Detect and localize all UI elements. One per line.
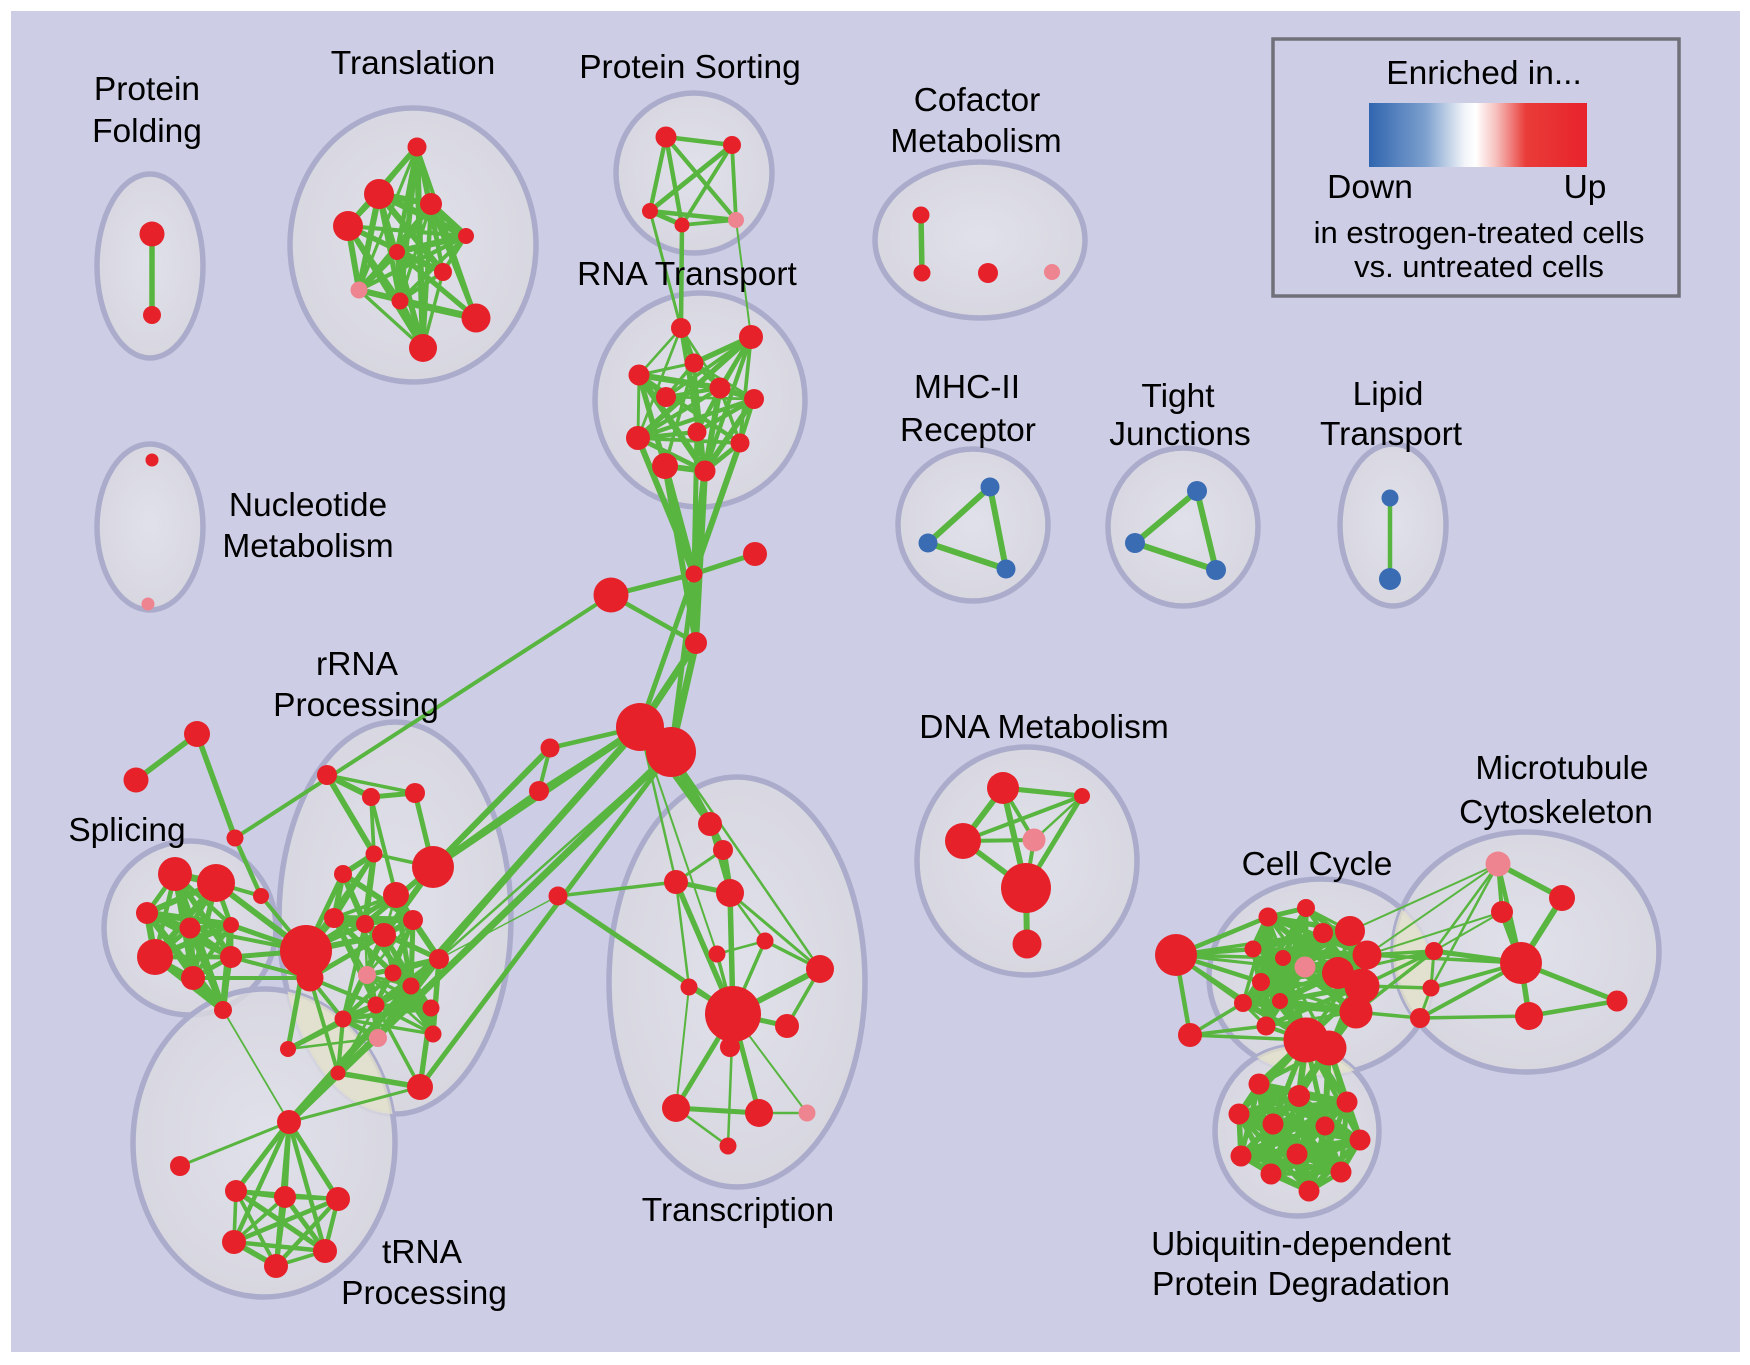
svg-text:Cofactor: Cofactor <box>914 82 1041 119</box>
svg-text:Transport: Transport <box>1320 416 1463 453</box>
svg-text:Enriched in...: Enriched in... <box>1386 55 1582 92</box>
svg-text:Protein: Protein <box>94 71 200 108</box>
svg-text:DNA Metabolism: DNA Metabolism <box>919 709 1168 746</box>
svg-text:Protein Degradation: Protein Degradation <box>1152 1266 1450 1303</box>
svg-text:Junctions: Junctions <box>1109 416 1251 453</box>
svg-text:Receptor: Receptor <box>900 412 1036 449</box>
svg-text:rRNA: rRNA <box>316 646 399 683</box>
svg-text:Processing: Processing <box>273 687 439 724</box>
svg-text:Splicing: Splicing <box>68 812 185 849</box>
svg-text:Microtubule: Microtubule <box>1475 750 1648 787</box>
svg-text:MHC-II: MHC-II <box>914 369 1020 406</box>
svg-text:Tight: Tight <box>1141 378 1215 415</box>
svg-text:Lipid: Lipid <box>1353 376 1424 413</box>
svg-text:Transcription: Transcription <box>642 1192 834 1229</box>
svg-text:Metabolism: Metabolism <box>222 528 393 565</box>
svg-text:RNA Transport: RNA Transport <box>577 256 797 293</box>
svg-text:Folding: Folding <box>92 113 202 150</box>
svg-text:Up: Up <box>1564 169 1607 206</box>
svg-text:in estrogen-treated cells: in estrogen-treated cells <box>1314 215 1645 250</box>
svg-text:Down: Down <box>1327 169 1413 206</box>
svg-text:Cytoskeleton: Cytoskeleton <box>1459 794 1653 831</box>
svg-text:Translation: Translation <box>331 45 495 82</box>
svg-text:tRNA: tRNA <box>382 1234 463 1271</box>
svg-text:Processing: Processing <box>341 1275 507 1312</box>
svg-text:Metabolism: Metabolism <box>890 123 1061 160</box>
svg-text:Ubiquitin-dependent: Ubiquitin-dependent <box>1151 1226 1452 1263</box>
svg-text:vs. untreated cells: vs. untreated cells <box>1354 249 1604 284</box>
svg-text:Nucleotide: Nucleotide <box>229 487 387 524</box>
svg-text:Protein Sorting: Protein Sorting <box>579 49 801 86</box>
svg-text:Cell Cycle: Cell Cycle <box>1242 846 1393 883</box>
